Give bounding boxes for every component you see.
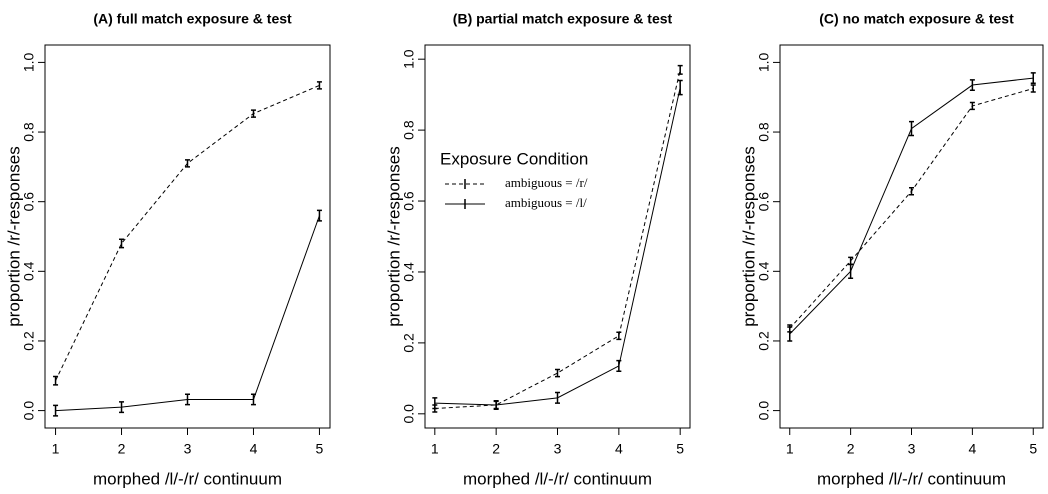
error-bar	[250, 393, 256, 406]
x-tick-label: 5	[316, 441, 324, 457]
y-tick-label: 1.0	[756, 52, 772, 72]
error-bar	[493, 399, 499, 410]
y-tick-label: 0.8	[21, 122, 37, 142]
panel: (A) full match exposure & test morphed /l…	[4, 11, 331, 488]
y-tick-label: 0.6	[756, 192, 772, 212]
legend-label: ambiguous = /r/	[505, 175, 588, 190]
y-tick-label: 0.6	[21, 192, 37, 212]
error-bar	[1030, 84, 1036, 93]
y-axis-label: proportion /r/-responses	[4, 146, 23, 326]
legend-label: ambiguous = /l/	[505, 195, 587, 210]
error-bar	[185, 159, 190, 168]
error-bar	[616, 331, 622, 341]
x-tick-label: 4	[968, 441, 976, 457]
plot-frame	[44, 44, 331, 429]
error-bar	[316, 209, 322, 222]
series-line	[789, 77, 1034, 335]
panel-title: (A) full match exposure & test	[93, 11, 292, 27]
panel: (B) partial match exposure & test morphed…	[384, 11, 691, 488]
y-tick-label: 0.8	[401, 120, 417, 140]
error-bar	[677, 79, 683, 96]
error-bar	[555, 368, 560, 378]
error-bar	[909, 120, 914, 137]
legend-title: Exposure Condition	[440, 149, 588, 168]
y-tick-label: 0.2	[401, 333, 417, 353]
x-tick-label: 3	[184, 441, 192, 457]
error-bar	[969, 79, 975, 92]
series-line	[55, 84, 320, 381]
y-tick-label: 0.4	[756, 261, 772, 281]
error-bar	[616, 359, 622, 373]
y-tick-label: 0.2	[756, 331, 772, 351]
y-tick-label: 0.8	[756, 122, 772, 142]
error-bar	[555, 391, 560, 404]
error-bar	[53, 375, 59, 386]
x-tick-label: 2	[118, 441, 126, 457]
y-tick-label: 0.2	[21, 331, 37, 351]
y-axis-label: proportion /r/-responses	[384, 146, 403, 326]
error-bar	[250, 109, 256, 118]
error-bar	[119, 238, 125, 249]
series-line	[55, 215, 320, 412]
x-axis-label: morphed /l/-/r/ continuum	[93, 469, 282, 488]
x-axis-label: morphed /l/-/r/ continuum	[463, 469, 652, 488]
x-tick-label: 1	[52, 441, 60, 457]
y-tick-label: 1.0	[401, 49, 417, 69]
error-bar	[432, 397, 438, 410]
x-tick-label: 2	[847, 441, 855, 457]
series-line	[434, 87, 681, 406]
y-tick-label: 0.4	[21, 261, 37, 281]
x-tick-label: 3	[908, 441, 916, 457]
plot-frame	[779, 44, 1044, 429]
y-tick-label: 0.6	[401, 191, 417, 211]
y-tick-label: 0.4	[401, 262, 417, 282]
y-axis-label: proportion /r/-responses	[739, 146, 758, 326]
x-axis-label: morphed /l/-/r/ continuum	[817, 469, 1006, 488]
x-tick-label: 5	[1029, 441, 1037, 457]
y-tick-label: 0.0	[756, 401, 772, 421]
error-bar	[53, 404, 59, 417]
series-line	[434, 69, 681, 409]
y-tick-label: 0.0	[401, 404, 417, 424]
error-bar	[185, 393, 190, 406]
x-tick-label: 3	[554, 441, 562, 457]
panel-title: (B) partial match exposure & test	[453, 11, 673, 27]
error-bar	[787, 326, 793, 342]
x-tick-label: 5	[676, 441, 684, 457]
x-tick-label: 1	[431, 441, 439, 457]
y-tick-label: 1.0	[21, 52, 37, 72]
error-bar	[316, 81, 322, 90]
x-tick-label: 2	[492, 441, 500, 457]
panel-title: (C) no match exposure & test	[819, 11, 1014, 27]
panel: (C) no match exposure & test morphed /l/-…	[739, 11, 1044, 488]
x-tick-label: 4	[615, 441, 623, 457]
y-tick-label: 0.0	[21, 401, 37, 421]
error-bar	[677, 64, 683, 75]
error-bar	[119, 401, 125, 414]
x-tick-label: 1	[786, 441, 794, 457]
error-bar	[969, 101, 975, 111]
error-bar	[848, 263, 854, 280]
error-bar	[1030, 72, 1036, 85]
error-bar	[909, 187, 914, 196]
x-tick-label: 4	[250, 441, 258, 457]
